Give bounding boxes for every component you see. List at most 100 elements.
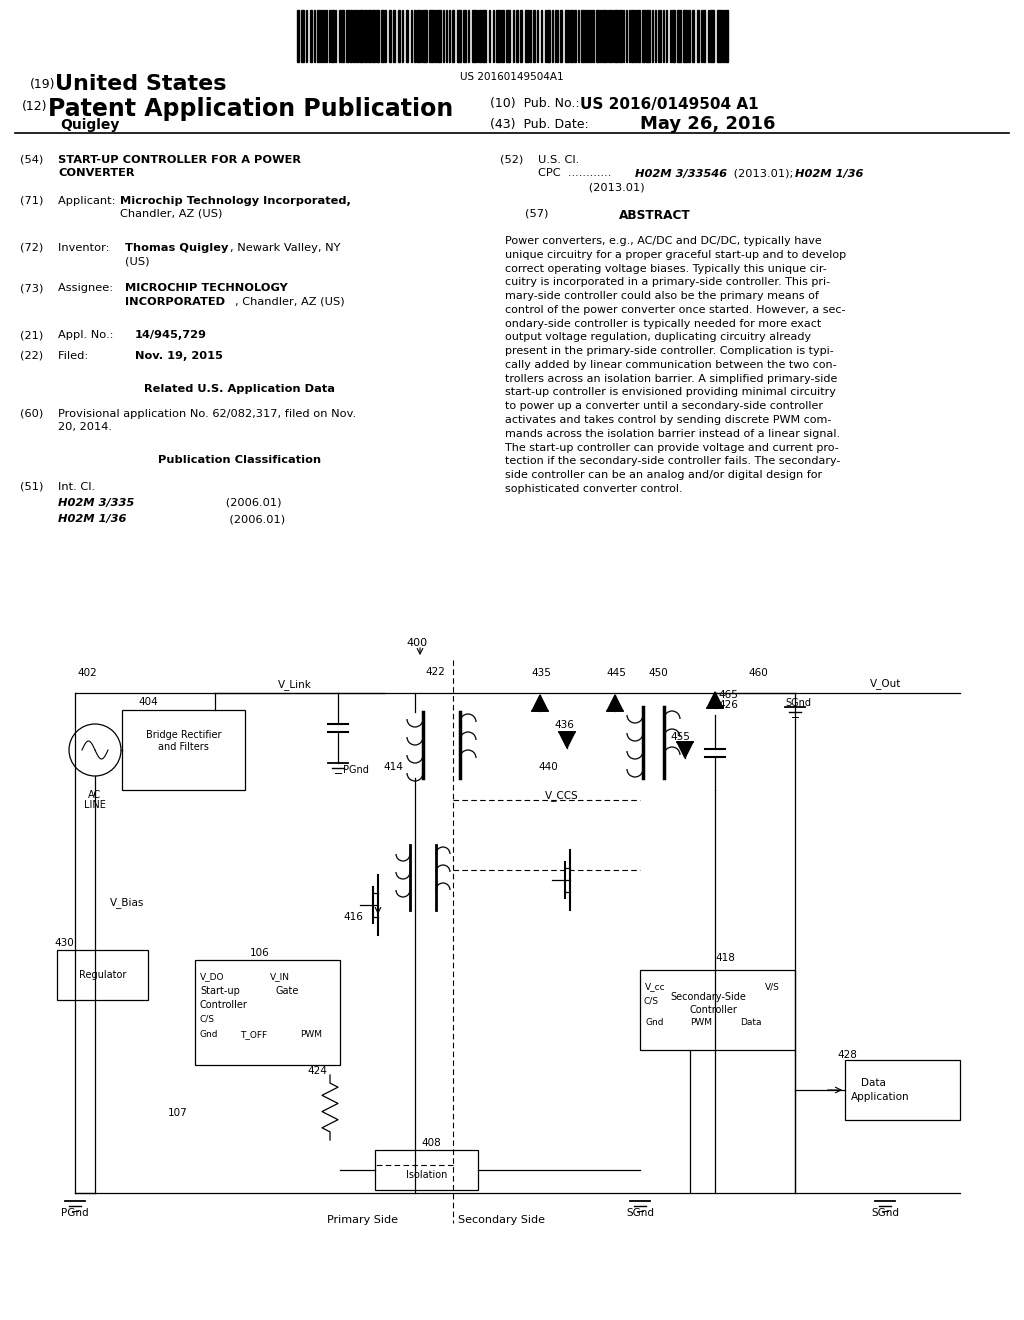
Bar bbox=[677, 11, 681, 62]
Text: (60): (60) bbox=[20, 409, 43, 418]
Text: and Filters: and Filters bbox=[158, 742, 209, 752]
Text: correct operating voltage biases. Typically this unique cir-: correct operating voltage biases. Typica… bbox=[505, 264, 826, 273]
Bar bbox=[442, 11, 444, 62]
Bar bbox=[596, 11, 598, 62]
Text: Data: Data bbox=[860, 1078, 886, 1088]
Text: ABSTRACT: ABSTRACT bbox=[620, 209, 691, 222]
Bar bbox=[722, 11, 724, 62]
Bar bbox=[666, 11, 667, 62]
Text: Appl. No.:: Appl. No.: bbox=[58, 330, 121, 341]
Text: Regulator: Regulator bbox=[79, 970, 126, 979]
Text: mary-side controller could also be the primary means of: mary-side controller could also be the p… bbox=[505, 292, 819, 301]
Bar bbox=[506, 11, 510, 62]
Text: H02M 1/36: H02M 1/36 bbox=[795, 169, 863, 178]
Bar bbox=[437, 11, 441, 62]
Text: U.S. Cl.: U.S. Cl. bbox=[538, 154, 580, 165]
Text: V_Bias: V_Bias bbox=[110, 898, 144, 908]
Text: Related U.S. Application Data: Related U.S. Application Data bbox=[144, 384, 336, 395]
Bar bbox=[570, 11, 572, 62]
Text: PGnd: PGnd bbox=[343, 766, 369, 775]
Text: H02M 3/33546: H02M 3/33546 bbox=[635, 169, 727, 178]
Text: 465: 465 bbox=[718, 690, 738, 700]
Text: control of the power converter once started. However, a sec-: control of the power converter once star… bbox=[505, 305, 846, 315]
Text: V_DO: V_DO bbox=[200, 972, 224, 981]
Text: H02M 3/335: H02M 3/335 bbox=[58, 498, 134, 508]
Text: Gnd: Gnd bbox=[200, 1030, 218, 1039]
Bar bbox=[696, 11, 699, 62]
Text: Quigley: Quigley bbox=[60, 117, 120, 132]
Text: ondary-side controller is typically needed for more exact: ondary-side controller is typically need… bbox=[505, 318, 821, 329]
Bar bbox=[646, 11, 650, 62]
Bar bbox=[708, 11, 709, 62]
Bar bbox=[479, 11, 480, 62]
Bar bbox=[331, 11, 334, 62]
Text: PWM: PWM bbox=[690, 1018, 712, 1027]
Bar bbox=[457, 11, 461, 62]
Bar bbox=[346, 11, 348, 62]
Text: Assignee:: Assignee: bbox=[58, 284, 121, 293]
Text: Bridge Rectifier: Bridge Rectifier bbox=[145, 730, 221, 741]
Text: Power converters, e.g., AC/DC and DC/DC, typically have: Power converters, e.g., AC/DC and DC/DC,… bbox=[505, 236, 821, 246]
Text: start-up controller is envisioned providing minimal circuitry: start-up controller is envisioned provid… bbox=[505, 388, 836, 397]
Bar bbox=[631, 11, 634, 62]
Text: CONVERTER: CONVERTER bbox=[58, 169, 134, 178]
Text: to power up a converter until a secondary-side controller: to power up a converter until a secondar… bbox=[505, 401, 823, 412]
Text: (57): (57) bbox=[525, 209, 549, 219]
Text: (72): (72) bbox=[20, 243, 43, 252]
Text: V_Link: V_Link bbox=[278, 678, 312, 690]
Bar bbox=[471, 11, 475, 62]
Text: PGnd: PGnd bbox=[61, 1208, 89, 1218]
Bar bbox=[445, 11, 447, 62]
Bar bbox=[449, 11, 450, 62]
Bar bbox=[642, 11, 644, 62]
Text: Gnd: Gnd bbox=[645, 1018, 664, 1027]
Text: Controller: Controller bbox=[200, 1001, 248, 1010]
Text: PWM: PWM bbox=[300, 1030, 322, 1039]
Bar bbox=[397, 11, 400, 62]
Bar bbox=[524, 11, 528, 62]
Text: Data: Data bbox=[740, 1018, 762, 1027]
Text: (21): (21) bbox=[20, 330, 43, 341]
Bar bbox=[640, 970, 795, 1049]
Text: V_CCS: V_CCS bbox=[545, 789, 579, 801]
Bar bbox=[313, 11, 315, 62]
Bar bbox=[717, 11, 721, 62]
Text: 416: 416 bbox=[343, 912, 362, 921]
Text: Isolation: Isolation bbox=[406, 1170, 447, 1180]
Text: SGnd: SGnd bbox=[871, 1208, 899, 1218]
Text: 428: 428 bbox=[837, 1049, 857, 1060]
Bar bbox=[586, 11, 588, 62]
Text: Start-up: Start-up bbox=[200, 986, 240, 997]
Bar bbox=[578, 11, 579, 62]
Text: 455: 455 bbox=[670, 733, 690, 742]
Bar bbox=[541, 11, 542, 62]
Text: H02M 1/36: H02M 1/36 bbox=[58, 513, 126, 524]
Bar bbox=[358, 11, 362, 62]
Text: US 20160149504A1: US 20160149504A1 bbox=[460, 73, 564, 82]
Text: 20, 2014.: 20, 2014. bbox=[58, 422, 112, 433]
Text: United States: United States bbox=[55, 74, 226, 94]
Text: Secondary-Side: Secondary-Side bbox=[670, 993, 745, 1002]
Bar bbox=[434, 11, 435, 62]
Text: 414: 414 bbox=[383, 762, 402, 772]
Bar bbox=[476, 11, 478, 62]
Bar bbox=[414, 11, 416, 62]
Text: Applicant:: Applicant: bbox=[58, 195, 123, 206]
Bar bbox=[372, 11, 375, 62]
Text: 106: 106 bbox=[250, 948, 269, 958]
Text: Secondary Side: Secondary Side bbox=[458, 1214, 545, 1225]
Text: (71): (71) bbox=[20, 195, 43, 206]
Bar bbox=[559, 11, 562, 62]
Text: START-UP CONTROLLER FOR A POWER: START-UP CONTROLLER FOR A POWER bbox=[58, 154, 301, 165]
Text: (22): (22) bbox=[20, 351, 43, 360]
Bar bbox=[463, 11, 466, 62]
Bar bbox=[388, 11, 391, 62]
Bar bbox=[600, 11, 601, 62]
Bar bbox=[581, 11, 585, 62]
Text: Provisional application No. 62/082,317, filed on Nov.: Provisional application No. 62/082,317, … bbox=[58, 409, 356, 418]
Text: (43)  Pub. Date:: (43) Pub. Date: bbox=[490, 117, 589, 131]
Bar bbox=[376, 11, 379, 62]
Text: MICROCHIP TECHNOLOGY: MICROCHIP TECHNOLOGY bbox=[125, 284, 288, 293]
Text: Gate: Gate bbox=[275, 986, 298, 997]
Bar bbox=[375, 1150, 478, 1191]
